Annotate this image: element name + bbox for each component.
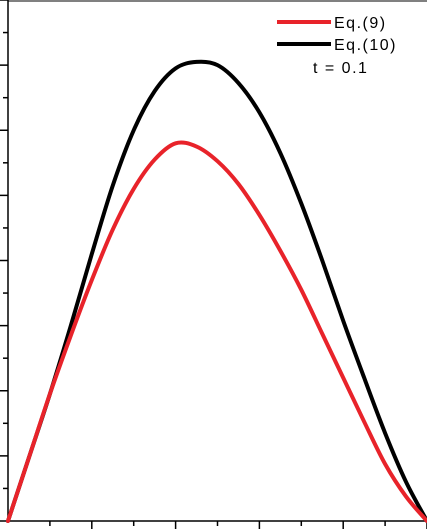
series-line-eq-10: [6, 59, 427, 523]
series-line-eq-9: [6, 140, 427, 523]
legend: Eq.(9) Eq.(10) t = 0.1: [277, 15, 397, 77]
legend-label-eq-9: Eq.(9): [334, 15, 387, 32]
legend-label-eq-10: Eq.(10): [334, 37, 397, 54]
legend-annotation: t = 0.1: [313, 60, 368, 77]
series-layer: [6, 59, 427, 523]
